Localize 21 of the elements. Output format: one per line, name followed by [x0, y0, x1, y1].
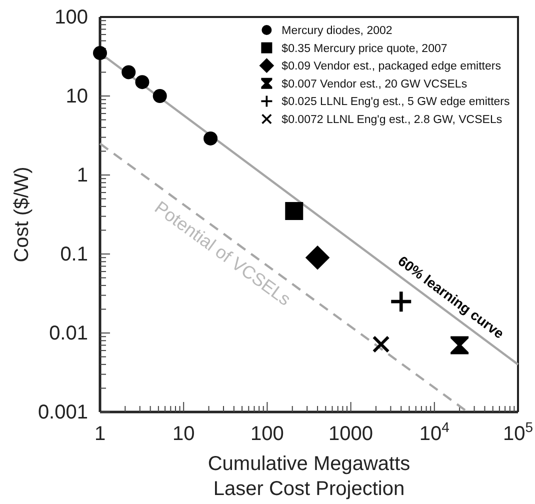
x-axis-title: Cumulative Megawatts [208, 453, 410, 475]
legend-label: Mercury diodes, 2002 [282, 25, 392, 38]
x-tick-label: 1000 [328, 423, 374, 446]
y-tick-label: 100 [54, 6, 88, 28]
y-tick-label: 0.01 [49, 322, 88, 344]
text: Laser Cost Projection [213, 478, 405, 500]
legend-label: $0.35 Mercury price quote, 2007 [282, 42, 448, 55]
legend-label: $0.025 LLNL Eng'g est., 5 GW edge emitters [282, 96, 510, 108]
x-tick-label: 10$^{5}$ [502, 419, 534, 446]
y-tick-label: 0.1 [60, 243, 88, 266]
x-tick-label: 10$^{4}$ [419, 419, 450, 446]
x-tick-label: 1 [94, 423, 106, 446]
legend-label: $0.007 Vendor est., 20 GW VCSELs [282, 78, 468, 90]
y-tick-label: 1 [76, 164, 88, 186]
x-tick-label: 10 [172, 423, 195, 446]
y-tick-label: 0.001 [38, 401, 88, 424]
y-axis-title: Cost ($/W) [11, 166, 33, 262]
y-tick-label: 10 [66, 85, 88, 108]
legend-label: $0.0072 LLNL Eng'g est., 2.8 GW, VCSELs [282, 114, 502, 126]
x-tick-label: 100 [250, 423, 284, 446]
legend-label: $0.09 Vendor est., packaged edge emitters [282, 60, 502, 73]
